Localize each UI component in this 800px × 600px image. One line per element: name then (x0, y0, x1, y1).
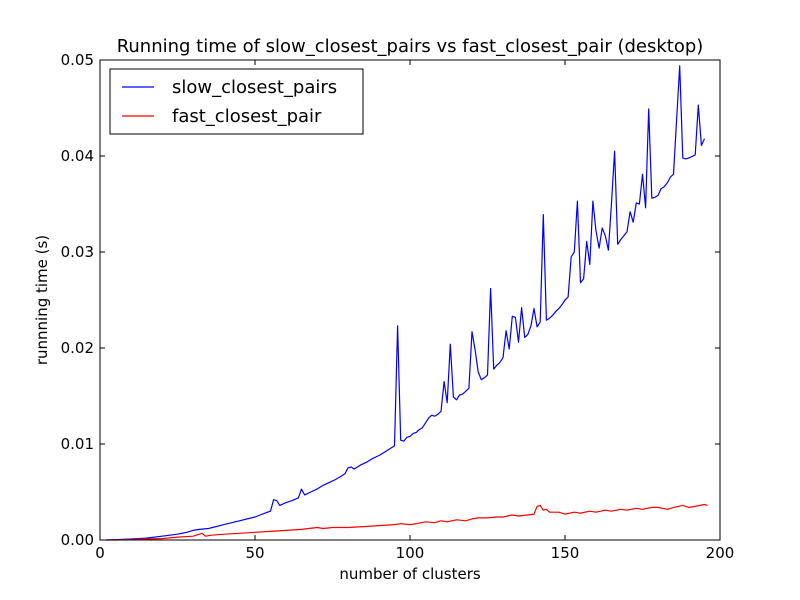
x-tick-label: 200 (706, 544, 735, 562)
x-ticks: 0 50 100 150 200 (95, 60, 734, 562)
y-axis-label: runnning time (s) (33, 235, 51, 365)
series-line-slow-closest-pairs (106, 65, 706, 541)
x-tick-label: 0 (95, 544, 105, 562)
y-ticks: 0.00 0.01 0.02 0.03 0.04 0.05 (61, 51, 720, 549)
y-tick-label: 0.01 (61, 435, 94, 453)
chart-title: Running time of slow_closest_pairs vs fa… (117, 36, 704, 57)
series-lines (106, 65, 708, 541)
x-tick-label: 100 (396, 544, 425, 562)
plot-frame (99, 59, 721, 541)
y-tick-label: 0.05 (61, 51, 94, 69)
y-tick-label: 0.00 (61, 531, 94, 549)
series-line-fast-closest-pair (106, 503, 708, 541)
legend-box (109, 68, 364, 135)
legend: slow_closest_pairs fast_closest_pair (109, 68, 364, 135)
x-tick-label: 150 (551, 544, 580, 562)
legend-label-slow-closest-pairs: slow_closest_pairs (172, 77, 337, 98)
legend-label-fast-closest-pair: fast_closest_pair (172, 106, 322, 127)
x-axis-label: number of clusters (339, 565, 481, 583)
y-tick-label: 0.04 (61, 147, 94, 165)
y-tick-label: 0.02 (61, 339, 94, 357)
y-tick-label: 0.03 (61, 243, 94, 261)
x-tick-label: 50 (245, 544, 264, 562)
